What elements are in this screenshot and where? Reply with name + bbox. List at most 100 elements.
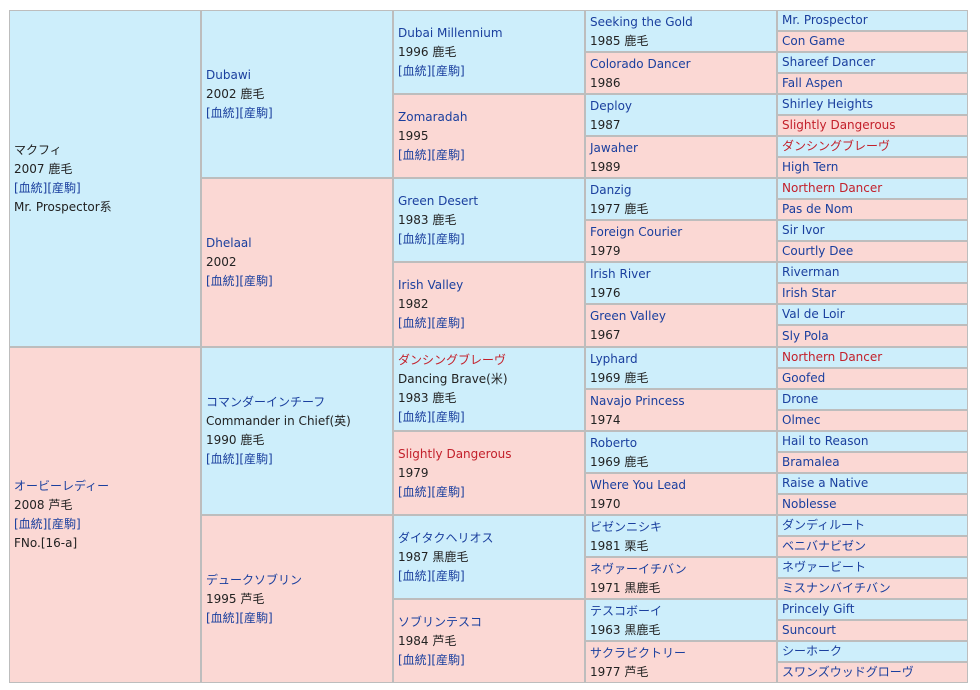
- horse-name-link[interactable]: Irish Star: [782, 286, 837, 300]
- horse-name-link[interactable]: Irish River: [590, 267, 651, 281]
- pedigree-link[interactable]: [血統]: [398, 63, 432, 78]
- horse-name-link[interactable]: Northern Dancer: [782, 181, 883, 195]
- offspring-link[interactable]: [産駒]: [431, 63, 465, 78]
- horse-name-link[interactable]: Raise a Native: [782, 476, 869, 490]
- horse-name-link[interactable]: Drone: [782, 392, 819, 406]
- horse-cell-gen4: Seeking the Gold 1985 鹿毛: [585, 10, 777, 52]
- horse-name-link[interactable]: Northern Dancer: [782, 350, 883, 364]
- pedigree-link[interactable]: [血統]: [398, 316, 432, 330]
- horse-name-link[interactable]: オービーレディー: [14, 479, 110, 493]
- offspring-link[interactable]: [産駒]: [431, 484, 465, 499]
- pedigree-link[interactable]: [血統]: [398, 410, 432, 424]
- horse-name-link[interactable]: Roberto: [590, 436, 638, 450]
- horse-name-link[interactable]: Dubai Millennium: [398, 25, 503, 40]
- horse-name-link[interactable]: ビゼンニシキ: [590, 520, 663, 534]
- offspring-link[interactable]: [産駒]: [239, 105, 273, 120]
- horse-name-link[interactable]: Olmec: [782, 413, 821, 427]
- offspring-link[interactable]: [産駒]: [47, 517, 81, 531]
- horse-name-link[interactable]: Hail to Reason: [782, 434, 869, 448]
- horse-name-link[interactable]: Where You Lead: [590, 478, 687, 492]
- horse-cell-gen5: Suncourt: [777, 620, 968, 641]
- horse-name-link[interactable]: Dubawi: [206, 67, 251, 82]
- horse-name-link[interactable]: Navajo Princess: [590, 394, 685, 408]
- horse-name-link[interactable]: ダンディルート: [782, 518, 866, 532]
- offspring-link[interactable]: [産駒]: [431, 147, 465, 162]
- link-group: [血統][産駒]: [398, 146, 580, 165]
- horse-name-link[interactable]: スワンズウッドグローヴ: [782, 665, 914, 679]
- horse-name-link[interactable]: Princely Gift: [782, 602, 855, 616]
- horse-name-link[interactable]: ベニバナビゼン: [782, 539, 867, 553]
- offspring-link[interactable]: [産駒]: [431, 410, 465, 424]
- horse-name-link[interactable]: Danzig: [590, 183, 632, 197]
- horse-name-link[interactable]: Courtly Dee: [782, 244, 854, 258]
- horse-name-link[interactable]: Irish Valley: [398, 278, 464, 292]
- horse-cell-gen4: Where You Lead 1970: [585, 473, 777, 515]
- horse-info: 1979: [590, 244, 621, 258]
- horse-name-link[interactable]: ネヴァーイチバン: [590, 562, 687, 576]
- horse-name-link[interactable]: Deploy: [590, 99, 633, 113]
- offspring-link[interactable]: [産駒]: [431, 568, 465, 583]
- horse-name-link[interactable]: Seeking the Gold: [590, 15, 693, 29]
- horse-name-link[interactable]: Jawaher: [590, 141, 638, 155]
- horse-name-link[interactable]: テスコボーイ: [590, 604, 663, 618]
- horse-name-link[interactable]: コマンダーインチーフ: [206, 395, 326, 409]
- offspring-link[interactable]: [産駒]: [239, 452, 273, 466]
- horse-name-link[interactable]: Suncourt: [782, 623, 837, 637]
- link-group: [血統][産駒]: [14, 179, 196, 198]
- horse-name-link[interactable]: Mr. Prospector: [782, 13, 868, 27]
- horse-name-link[interactable]: Bramalea: [782, 455, 840, 469]
- link-group: [血統][産駒]: [398, 314, 580, 333]
- horse-name-link[interactable]: Foreign Courier: [590, 225, 683, 239]
- horse-name-link[interactable]: ダンシングブレーヴ: [782, 139, 891, 153]
- horse-name-link[interactable]: ダイタクヘリオス: [398, 530, 494, 545]
- horse-name-link[interactable]: Dhelaal: [206, 236, 252, 250]
- horse-name-link[interactable]: Val de Loir: [782, 307, 845, 321]
- horse-name-link[interactable]: High Tern: [782, 160, 839, 174]
- pedigree-link[interactable]: [血統]: [398, 484, 432, 499]
- horse-cell-gen5: Raise a Native: [777, 473, 968, 494]
- horse-name-link[interactable]: Pas de Nom: [782, 202, 853, 216]
- pedigree-link[interactable]: [血統]: [398, 147, 432, 162]
- horse-name-link[interactable]: シーホーク: [782, 644, 843, 658]
- horse-name-link[interactable]: ソブリンテスコ: [398, 614, 483, 629]
- offspring-link[interactable]: [産駒]: [47, 180, 81, 195]
- horse-name-link[interactable]: Fall Aspen: [782, 76, 843, 90]
- offspring-link[interactable]: [産駒]: [239, 274, 273, 288]
- horse-name-link[interactable]: ダンシングブレーヴ: [398, 353, 507, 367]
- pedigree-link[interactable]: [血統]: [206, 105, 240, 120]
- offspring-link[interactable]: [産駒]: [431, 652, 465, 667]
- horse-name-link[interactable]: Sir Ivor: [782, 223, 825, 237]
- pedigree-link[interactable]: [血統]: [206, 452, 240, 466]
- offspring-link[interactable]: [産駒]: [239, 610, 273, 625]
- horse-name-link[interactable]: Slightly Dangerous: [782, 118, 896, 132]
- pedigree-link[interactable]: [血統]: [398, 652, 432, 667]
- horse-name-link[interactable]: Shirley Heights: [782, 97, 874, 111]
- horse-extra-info: FNo.[16-a]: [14, 536, 78, 550]
- horse-name-link[interactable]: サクラビクトリー: [590, 646, 687, 660]
- horse-name-link[interactable]: Slightly Dangerous: [398, 446, 512, 461]
- horse-name-link[interactable]: Goofed: [782, 371, 826, 385]
- horse-name-link[interactable]: Riverman: [782, 265, 840, 279]
- pedigree-link[interactable]: [血統]: [14, 517, 48, 531]
- horse-name-link[interactable]: Zomaradah: [398, 109, 468, 124]
- horse-info: 1969 鹿毛: [590, 455, 649, 469]
- horse-name-link[interactable]: Green Desert: [398, 193, 479, 208]
- pedigree-link[interactable]: [血統]: [398, 231, 432, 246]
- horse-name-link[interactable]: Colorado Dancer: [590, 57, 691, 71]
- horse-name-link[interactable]: デュークソブリン: [206, 572, 303, 587]
- horse-name-link[interactable]: Lyphard: [590, 352, 638, 366]
- pedigree-link[interactable]: [血統]: [14, 180, 48, 195]
- horse-name-link[interactable]: Con Game: [782, 34, 845, 48]
- offspring-link[interactable]: [産駒]: [431, 316, 465, 330]
- horse-cell-gen5: High Tern: [777, 157, 968, 178]
- offspring-link[interactable]: [産駒]: [431, 231, 465, 246]
- pedigree-link[interactable]: [血統]: [206, 274, 240, 288]
- horse-name-link[interactable]: Noblesse: [782, 497, 837, 511]
- horse-name-link[interactable]: Shareef Dancer: [782, 55, 876, 69]
- horse-name-link[interactable]: Sly Pola: [782, 328, 829, 343]
- pedigree-link[interactable]: [血統]: [398, 568, 432, 583]
- horse-name-link[interactable]: Green Valley: [590, 309, 666, 323]
- horse-name-link[interactable]: ネヴァービート: [782, 560, 867, 574]
- pedigree-link[interactable]: [血統]: [206, 610, 240, 625]
- horse-name-link[interactable]: ミスナンバイチバン: [782, 581, 891, 595]
